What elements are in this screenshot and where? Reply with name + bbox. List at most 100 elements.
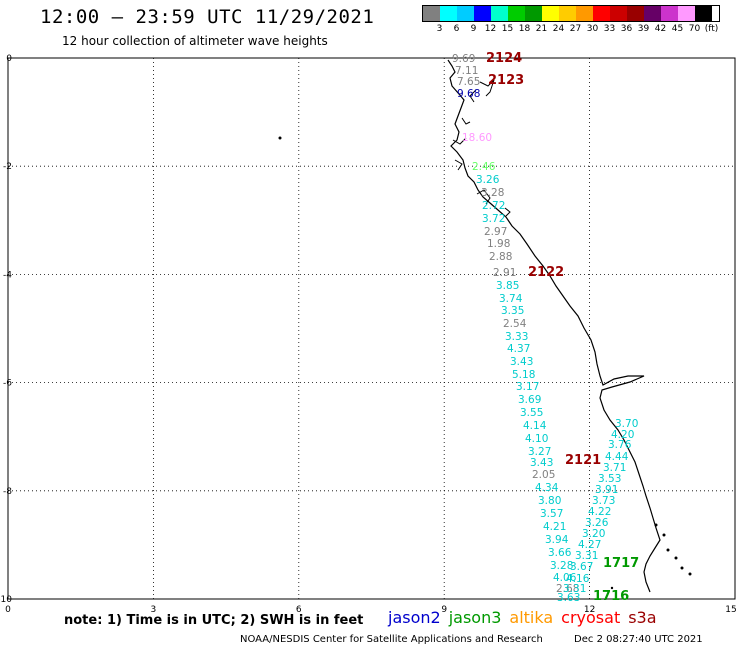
map-frame xyxy=(7,57,736,600)
color-scale-label: 9 xyxy=(470,24,477,34)
island xyxy=(688,572,692,576)
wave-height-value: 2.91 xyxy=(493,267,516,279)
wave-height-value: 9.68 xyxy=(457,88,480,100)
color-swatch xyxy=(423,6,440,21)
satellite-legend-item: cryosat xyxy=(561,608,621,627)
wave-height-value: 9.69 xyxy=(452,53,475,65)
color-swatch xyxy=(474,6,491,21)
island xyxy=(666,548,670,552)
wave-height-value: 1.98 xyxy=(487,238,510,250)
wave-height-value: 3.63 xyxy=(557,592,580,604)
color-swatch xyxy=(542,6,559,21)
wave-height-value: 2.68 xyxy=(556,583,579,595)
color-swatch xyxy=(491,6,508,21)
wave-height-value: 3.17 xyxy=(516,381,539,393)
wave-height-value: 3.28 xyxy=(550,560,573,572)
wave-height-value: 4.44 xyxy=(605,451,629,463)
wave-height-value: 7.11 xyxy=(455,65,478,77)
wave-height-value: 3.26 xyxy=(585,517,609,529)
color-swatch xyxy=(440,6,457,21)
wave-height-value: 3.26 xyxy=(476,174,500,186)
y-tick-label: -2 xyxy=(3,162,12,172)
island xyxy=(674,556,678,560)
color-scale-label: 30 xyxy=(586,24,599,34)
wave-height-value: 4.37 xyxy=(507,343,530,355)
color-scale-label: 39 xyxy=(637,24,650,34)
wave-height-value: 3.71 xyxy=(603,462,626,474)
x-tick-label: 12 xyxy=(584,605,595,615)
wave-height-value: 4.14 xyxy=(523,420,547,432)
coast-inlet xyxy=(452,79,511,217)
offshore-islands xyxy=(278,136,692,590)
color-scale-label: 15 xyxy=(501,24,514,34)
pass-time-label: 1716 xyxy=(593,589,629,604)
island xyxy=(680,566,684,570)
pass-time-label: 2123 xyxy=(488,73,524,88)
wave-height-value: 3.94 xyxy=(545,534,569,546)
wave-height-value: 3.35 xyxy=(501,305,524,317)
x-tick-label: 6 xyxy=(296,605,302,615)
wave-height-value: 3.91 xyxy=(595,484,618,496)
wave-height-values: 9.697.117.659.6818.602.463.263.282.723.7… xyxy=(452,53,638,604)
pass-time-label: 2124 xyxy=(486,51,522,66)
color-scale-label: 24 xyxy=(552,24,565,34)
map-grid xyxy=(8,58,735,599)
wave-height-value: 7.65 xyxy=(457,76,480,88)
x-tick-label: 0 xyxy=(5,605,11,615)
satellite-legend-item: s3a xyxy=(628,608,657,627)
note-text: note: 1) Time is in UTC; 2) SWH is in fe… xyxy=(64,613,364,628)
color-scale-label: (ft) xyxy=(704,24,719,34)
color-scale-label: 70 xyxy=(688,24,701,34)
wave-height-value: 3.70 xyxy=(615,418,638,430)
color-swatch xyxy=(644,6,661,21)
satellite-legend-item: jason3 xyxy=(448,608,502,627)
wave-height-value: 2.05 xyxy=(532,469,555,481)
x-tick-label: 3 xyxy=(151,605,157,615)
color-scale-label: 33 xyxy=(603,24,616,34)
color-swatch xyxy=(610,6,627,21)
color-swatch xyxy=(627,6,644,21)
wave-height-value: 3.43 xyxy=(510,356,533,368)
x-tick-label: 9 xyxy=(441,605,447,615)
wave-height-value: 3.31 xyxy=(575,550,598,562)
y-tick-label: -8 xyxy=(3,487,12,497)
map-subtitle: 12 hour collection of altimeter wave hei… xyxy=(62,34,328,48)
wave-height-value: 3.73 xyxy=(592,495,615,507)
pass-labels: 2124 2123 2122 2121 1717 1716 xyxy=(486,51,639,604)
color-swatch xyxy=(695,6,712,21)
color-scale-label: 21 xyxy=(535,24,548,34)
credit-text: NOAA/NESDIS Center for Satellite Applica… xyxy=(240,634,543,645)
color-swatch xyxy=(678,6,695,21)
color-scale-label: 36 xyxy=(620,24,633,34)
color-scale-label: 18 xyxy=(518,24,531,34)
color-swatch xyxy=(576,6,593,21)
island xyxy=(610,586,614,590)
wave-height-value: 2.54 xyxy=(503,318,527,330)
wave-height-value: 2.88 xyxy=(489,251,512,263)
pass-time-label: 2121 xyxy=(565,453,601,468)
color-swatch xyxy=(457,6,474,21)
y-tick-label: 0 xyxy=(6,54,12,64)
color-scale-label: 45 xyxy=(671,24,684,34)
island xyxy=(654,523,658,527)
wave-height-value: 5.18 xyxy=(512,369,535,381)
color-swatch xyxy=(593,6,610,21)
wave-height-value: 4.06 xyxy=(553,572,577,584)
x-tick-label: 15 xyxy=(725,605,736,615)
color-scale-labels: 3 6 9 12 15 18 21 24 27 30 33 36 39 42 45 70 (ft) xyxy=(431,24,720,34)
wave-height-value: 2.46 xyxy=(472,161,496,173)
y-tick-label: -6 xyxy=(3,379,12,389)
wave-height-value: 3.69 xyxy=(518,394,541,406)
wave-height-value: 2.72 xyxy=(482,200,505,212)
pass-time-label: 2122 xyxy=(528,265,564,280)
wave-height-value: 3.74 xyxy=(499,293,523,305)
wave-height-value: 3.27 xyxy=(528,446,551,458)
wave-height-value: 3.67 xyxy=(570,561,593,573)
wave-height-value: 3.33 xyxy=(505,331,528,343)
map-title: 12:00 – 23:59 UTC 11/29/2021 xyxy=(40,6,375,28)
footer: NOAA/NESDIS Center for Satellite Applica… xyxy=(240,634,703,645)
wave-height-value: 3.28 xyxy=(481,187,504,199)
wave-height-value: 3.85 xyxy=(496,280,519,292)
satellite-legend-item: jason2 xyxy=(388,608,441,627)
